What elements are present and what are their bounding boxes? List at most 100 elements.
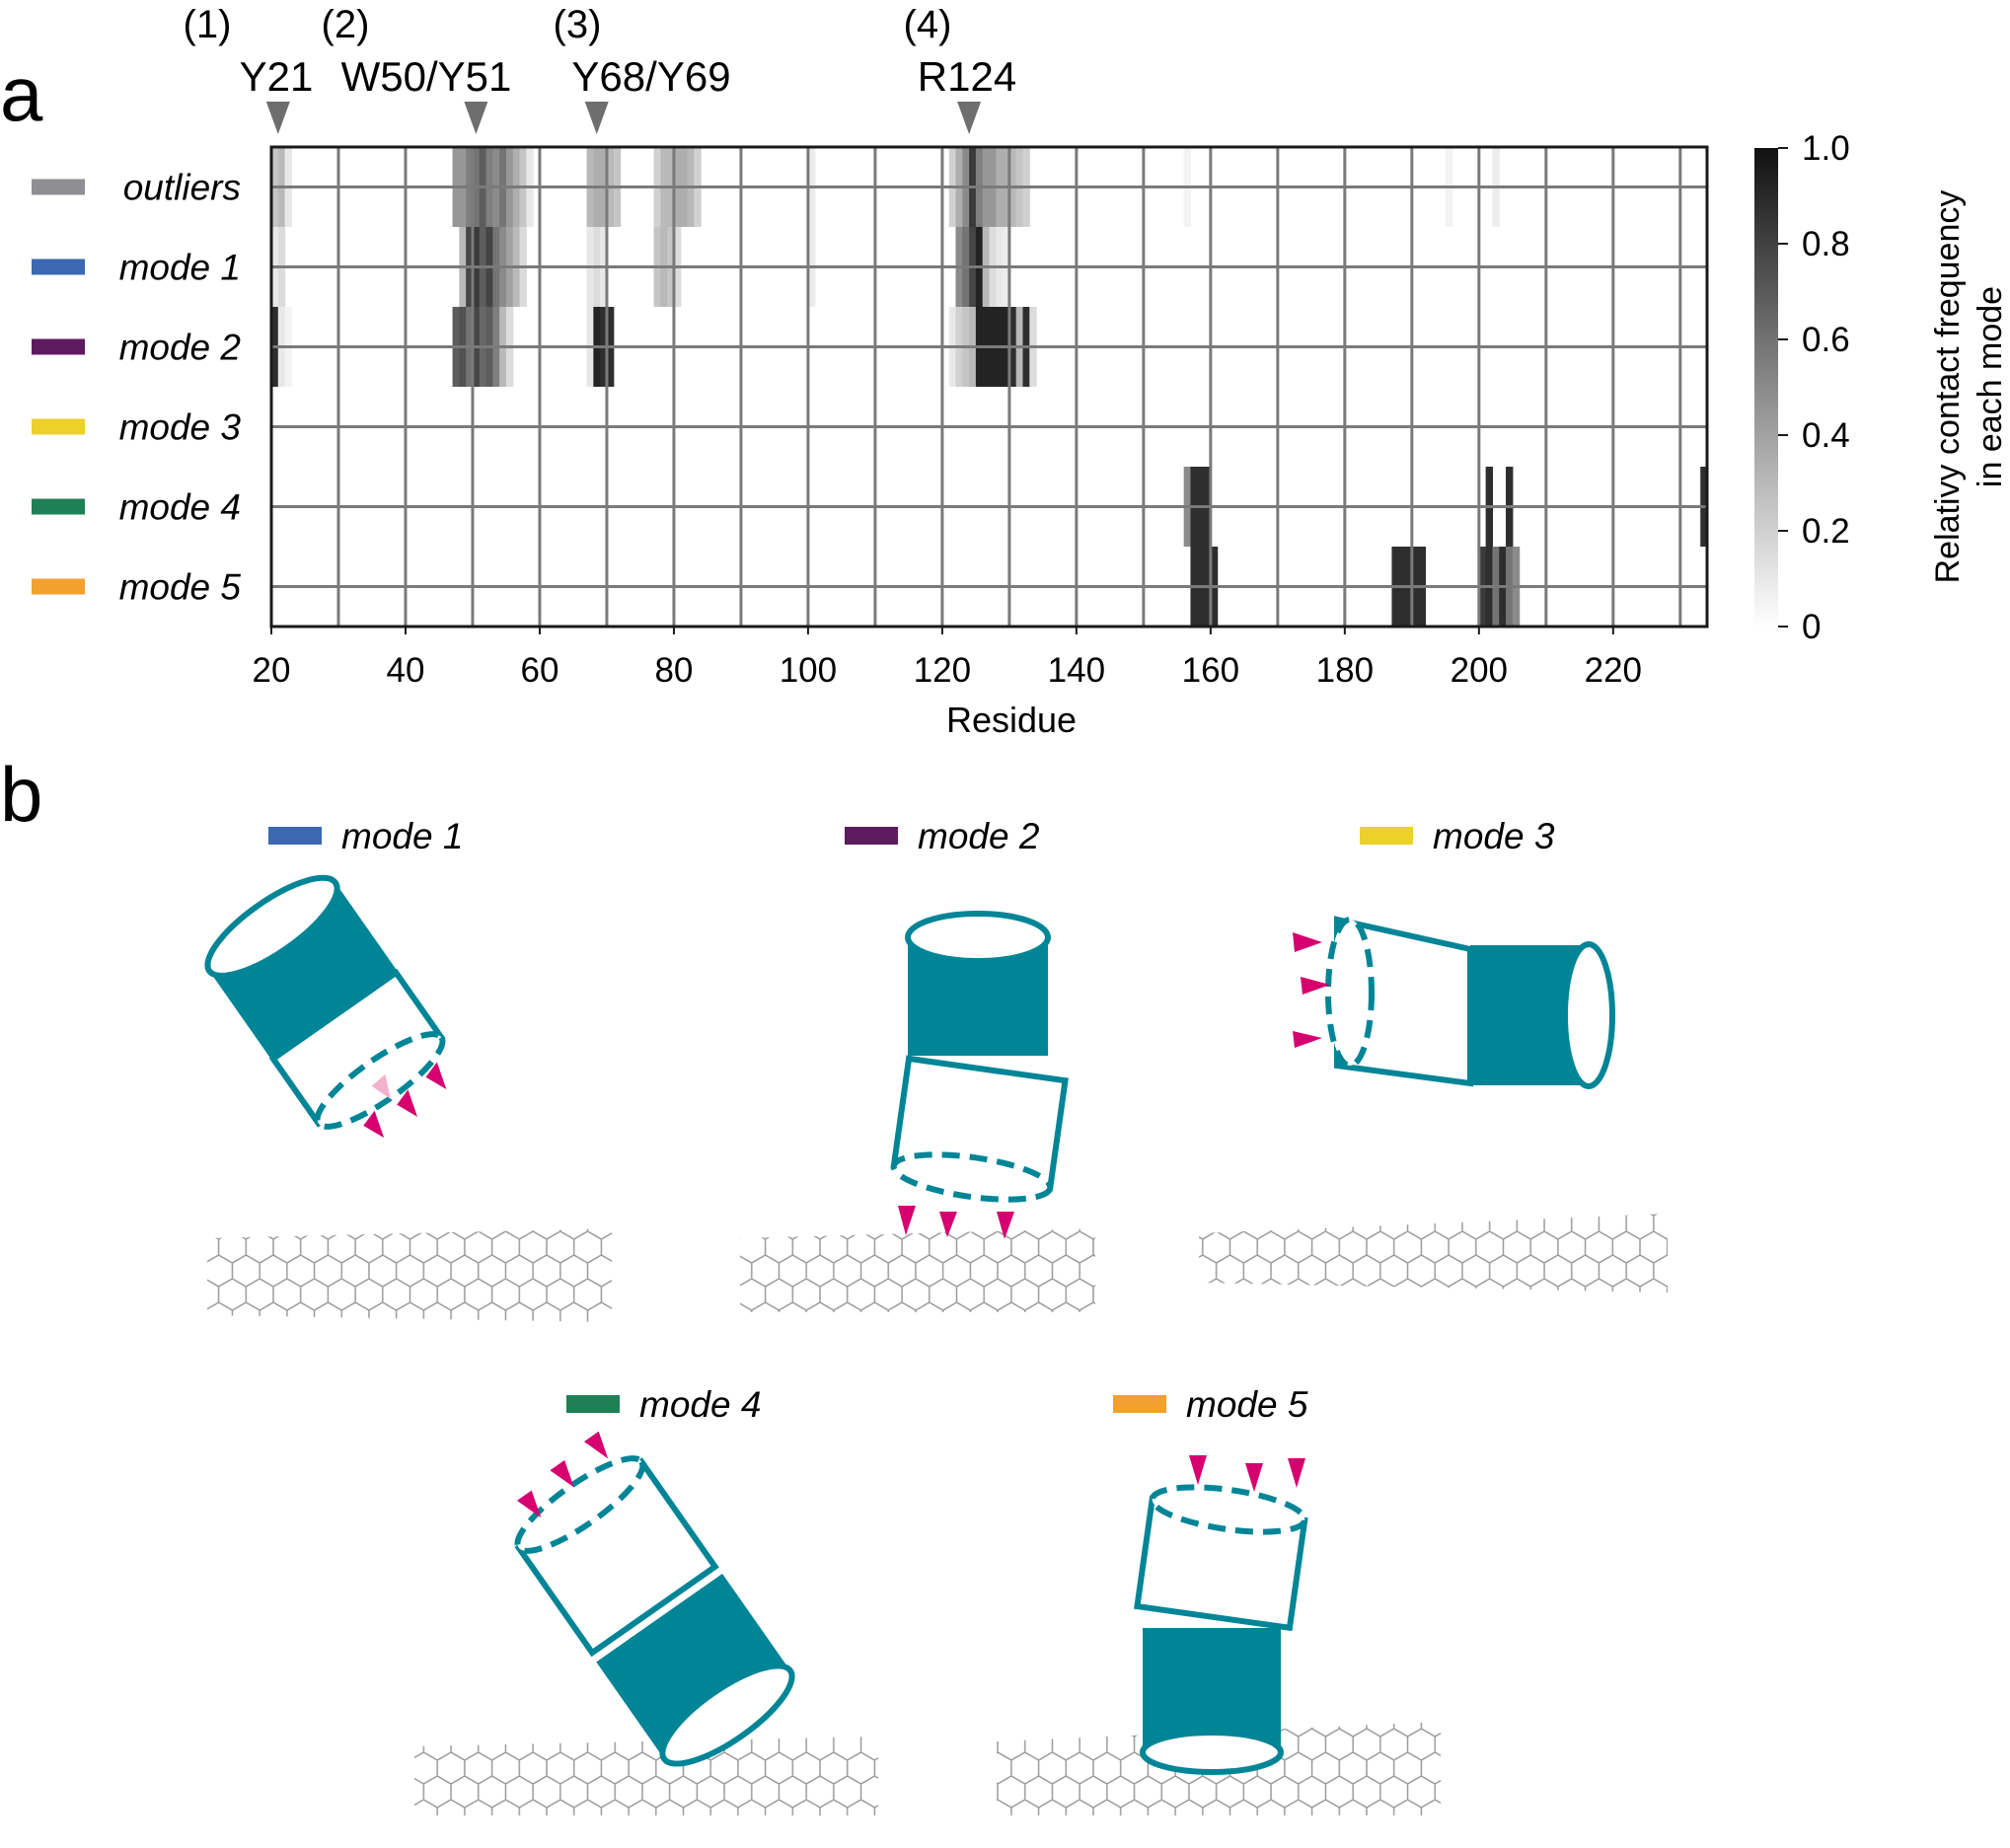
mode-label: mode 4 — [639, 1384, 761, 1425]
site-number: (1) — [184, 3, 232, 46]
heatmap-frame — [269, 145, 1709, 628]
mode-swatch — [1113, 1395, 1166, 1413]
contact-marker — [550, 1459, 574, 1488]
contact-marker — [363, 1110, 385, 1139]
contact-marker — [997, 1212, 1014, 1239]
mode-swatch — [268, 827, 322, 845]
mode-5-illustration — [997, 1455, 1441, 1815]
graphene-sheet — [1199, 1214, 1668, 1293]
protein-cap — [659, 1663, 795, 1767]
site-number: (4) — [904, 3, 952, 46]
colorbar: 0 0.2 0.4 0.6 0.8 1.0 Relativy contact freque… — [1754, 129, 2009, 646]
row-swatch — [32, 338, 85, 355]
panel-a-letter: a — [0, 50, 43, 137]
graphene-sheet — [414, 1737, 878, 1815]
x-tick-label: 220 — [1585, 651, 1642, 690]
protein-cylinder-upper — [596, 1573, 790, 1759]
mode-swatch — [1360, 827, 1413, 845]
panel-a: a (1)Y21(2) W50/Y51 (3) Y68/Y69 (4) R124 outl… — [0, 3, 2009, 740]
contact-marker — [898, 1206, 916, 1235]
binding-face — [514, 1455, 646, 1554]
row-swatch — [32, 179, 85, 195]
contact-marker — [1293, 932, 1322, 952]
mode-1-illustration — [204, 874, 612, 1322]
row-label: mode 1 — [119, 248, 241, 288]
mode-label: mode 2 — [918, 816, 1040, 856]
contact-marker — [1245, 1463, 1263, 1492]
x-axis-label: Residue — [946, 700, 1077, 740]
x-axis: 20 40 60 80 100 120 140 160 180 200 220 — [253, 627, 1642, 690]
colorbar-tick-label: 0 — [1802, 608, 1821, 646]
heatmap-grid — [271, 147, 1707, 627]
colorbar-tick-label: 0.8 — [1802, 225, 1850, 263]
row-label: mode 4 — [119, 487, 241, 528]
colorbar-ticks: 0 0.2 0.4 0.6 0.8 1.0 — [1778, 129, 1850, 646]
x-tick-label: 40 — [387, 651, 425, 690]
panel-b: b mode 1 mode 2 mode 3 mode 4 mode 5 — [0, 751, 1668, 1815]
mode-4-illustration — [414, 1431, 878, 1815]
row-swatch — [32, 498, 85, 515]
contact-marker — [1293, 1031, 1322, 1048]
colorbar-tick-label: 0.6 — [1802, 321, 1850, 359]
contact-marker — [516, 1490, 542, 1518]
mode-label: mode 1 — [341, 816, 463, 856]
heatmap-cells — [271, 147, 1708, 627]
contact-marker — [583, 1431, 609, 1459]
panel-b-letter: b — [0, 751, 42, 838]
x-tick-label: 20 — [253, 651, 291, 690]
row-label: outliers — [123, 168, 241, 208]
mode-swatch — [845, 827, 898, 845]
site-label: W50/Y51 — [341, 53, 512, 100]
contact-marker-light — [371, 1073, 391, 1100]
contact-marker — [939, 1212, 957, 1237]
colorbar-tick-label: 0.4 — [1802, 416, 1850, 455]
protein-cylinder-upper — [209, 882, 399, 1061]
row-swatch — [32, 259, 85, 275]
x-tick-label: 160 — [1182, 651, 1239, 690]
protein-cap — [204, 874, 340, 979]
row-label: mode 2 — [119, 328, 242, 368]
mode-legends: mode 1 mode 2 mode 3 mode 4 mode 5 — [268, 816, 1555, 1425]
x-tick-label: 100 — [780, 651, 837, 690]
x-tick-label: 140 — [1048, 651, 1105, 690]
colorbar-tick-label: 0.2 — [1802, 512, 1850, 551]
x-tick-label: 60 — [520, 651, 558, 690]
contact-marker — [397, 1089, 418, 1117]
binding-face — [1325, 917, 1375, 1069]
x-tick-label: 120 — [914, 651, 971, 690]
site-label: Y68/Y69 — [571, 53, 730, 100]
mode-swatch — [566, 1395, 620, 1413]
site-arrow — [584, 102, 609, 134]
x-tick-label: 200 — [1451, 651, 1508, 690]
contact-marker — [1301, 977, 1330, 995]
contact-marker — [1288, 1458, 1305, 1488]
colorbar-label-line2: in each mode — [1972, 286, 2009, 487]
mode-label: mode 3 — [1433, 816, 1555, 856]
site-label: R124 — [918, 53, 1016, 100]
x-tick-label: 180 — [1316, 651, 1374, 690]
site-arrow — [265, 102, 290, 134]
colorbar-label-line1: Relativy contact frequency — [1929, 190, 1967, 584]
binding-face — [890, 1151, 1054, 1203]
x-tick-label: 80 — [654, 651, 693, 690]
site-label: Y21 — [240, 53, 314, 100]
mode-label: mode 5 — [1186, 1384, 1308, 1425]
mode-3-illustration — [1199, 916, 1668, 1293]
row-label: mode 3 — [119, 407, 242, 448]
protein-cap — [1140, 1730, 1284, 1775]
row-swatch — [32, 418, 85, 435]
contact-marker — [425, 1062, 447, 1090]
graphene-sheet — [740, 1228, 1095, 1312]
site-number: (2) — [322, 3, 370, 46]
protein-cap — [905, 911, 1051, 964]
row-label: mode 5 — [119, 567, 242, 608]
site-arrow — [957, 102, 982, 134]
heatmap — [269, 145, 1709, 628]
site-number: (3) — [554, 3, 602, 46]
mode-2-illustration — [740, 911, 1095, 1312]
contact-marker — [1189, 1455, 1207, 1485]
colorbar-gradient — [1754, 148, 1778, 627]
protein-cap — [1562, 941, 1615, 1089]
colorbar-tick-label: 1.0 — [1802, 129, 1850, 168]
